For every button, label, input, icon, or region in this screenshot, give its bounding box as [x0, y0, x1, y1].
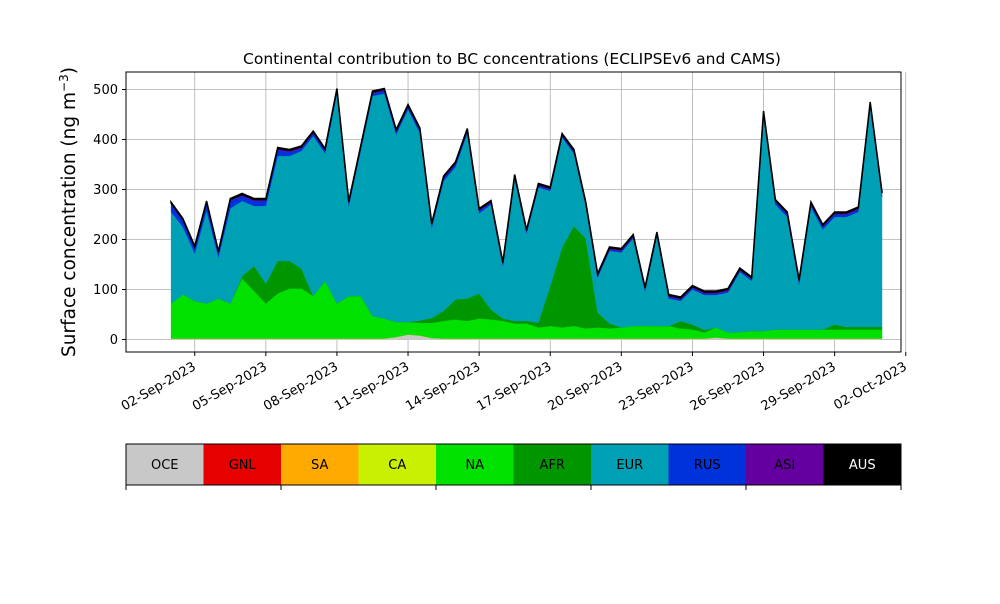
y-tick-label: 100	[93, 283, 118, 298]
legend-label-sa: SA	[311, 458, 328, 473]
legend-frame	[125, 443, 902, 486]
legend-swatch-rus	[668, 444, 746, 485]
y-tick-label: 0	[110, 333, 118, 348]
legend-label-gnl: GNL	[229, 458, 257, 473]
legend-label-ca: CA	[388, 458, 406, 473]
legend-colorbar: OCE GNL SA CA NA AFR EUR RUS ASI AUS	[125, 443, 902, 490]
legend-swatch-sa	[281, 444, 359, 485]
legend-swatch-afr	[513, 444, 591, 485]
legend-swatch-aus	[823, 444, 901, 485]
legend-label-afr: AFR	[540, 458, 565, 473]
y-tick-label: 400	[93, 133, 118, 148]
legend-swatch-eur	[591, 444, 669, 485]
legend-swatch-oce	[126, 444, 204, 485]
legend-swatch-na	[436, 444, 514, 485]
legend-label-rus: RUS	[694, 458, 721, 473]
legend-label-asi: ASI	[774, 458, 795, 473]
y-tick-label: 300	[93, 183, 118, 198]
legend-label-oce: OCE	[151, 458, 179, 473]
legend-swatch-ca	[358, 444, 436, 485]
legend-swatch-asi	[746, 444, 824, 485]
legend-label-eur: EUR	[616, 458, 643, 473]
legend-swatch-gnl	[203, 444, 281, 485]
chart-title: Continental contribution to BC concentra…	[243, 50, 781, 68]
stacked-areas	[170, 87, 883, 340]
y-axis-label: Surface concentration (ng m−3)	[57, 67, 80, 357]
plot-frame	[125, 71, 902, 353]
area-series-aus	[170, 87, 883, 299]
y-tick-label: 500	[93, 83, 118, 98]
y-tick-label: 200	[93, 233, 118, 248]
legend-label-aus: AUS	[849, 458, 876, 473]
legend-label-na: NA	[465, 458, 484, 473]
